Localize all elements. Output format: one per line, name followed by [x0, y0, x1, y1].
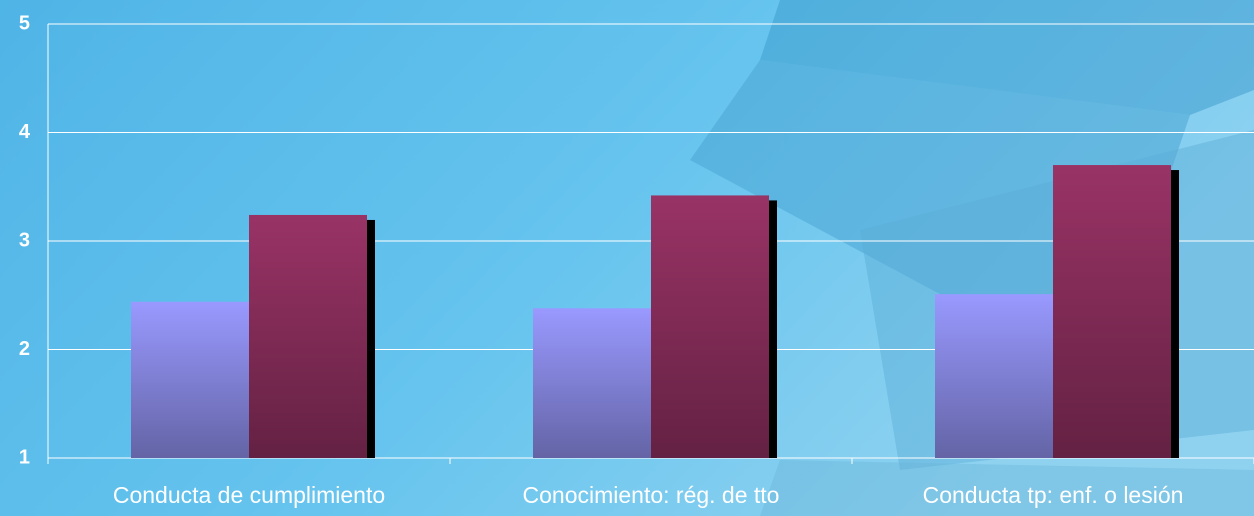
bar-shading	[249, 214, 367, 458]
x-tick-label: Conducta de cumplimiento	[113, 482, 385, 508]
y-tick-label: 3	[19, 229, 30, 251]
bar-shading	[651, 195, 769, 458]
x-tick-label: Conducta tp: enf. o lesión	[923, 482, 1184, 508]
x-tick-label: Conocimiento: rég. de tto	[523, 482, 780, 508]
plot: 1 2 3 4 5 Conducta de cumplimiento Conocimient…	[19, 12, 1254, 508]
y-tick-label: 5	[19, 12, 30, 34]
y-tick-label: 4	[19, 121, 31, 143]
decor-shape	[760, 460, 1254, 516]
bar-shading	[935, 294, 1053, 458]
bar-shading	[533, 308, 651, 458]
decor-shape	[760, 0, 1254, 115]
y-tick-label: 2	[19, 338, 30, 360]
bar-shading	[1053, 165, 1171, 459]
y-tick-label: 1	[19, 446, 30, 468]
bar-shading	[131, 301, 249, 458]
